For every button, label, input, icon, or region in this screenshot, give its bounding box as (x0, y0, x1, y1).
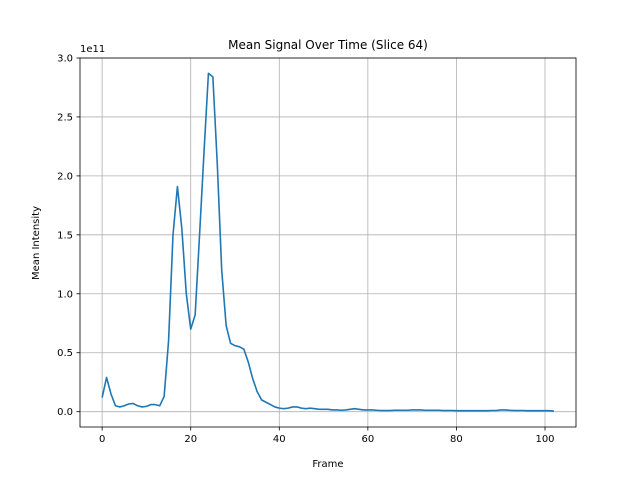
chart-title: Mean Signal Over Time (Slice 64) (228, 38, 428, 52)
y-offset-text: 1e11 (80, 44, 105, 55)
plot-frame (79, 57, 577, 428)
x-axis-label: Frame (312, 459, 343, 470)
x-tick-label: 100 (535, 434, 554, 445)
y-axis-label: Mean Intensity (31, 206, 42, 280)
y-tick-label: 2.5 (57, 112, 73, 123)
y-tick-label: 3.0 (57, 54, 73, 65)
x-tick-label: 60 (361, 434, 374, 445)
x-tick-label: 40 (273, 434, 286, 445)
series-layer (101, 72, 554, 412)
series-line (101, 72, 554, 412)
y-tick-label: 0.0 (57, 407, 73, 418)
y-tick-label: 0.5 (57, 348, 73, 359)
x-tick-label: 0 (99, 434, 105, 445)
y-tick-label: 1.0 (57, 289, 73, 300)
x-tick-label: 20 (184, 434, 197, 445)
ticks: 0 20 40 60 80 100 0.0 0.5 1.0 1.5 2.0 2.5 3.0 (57, 54, 554, 446)
y-tick-label: 1.5 (57, 230, 73, 241)
y-tick-label: 2.0 (57, 171, 73, 182)
x-tick-label: 80 (450, 434, 463, 445)
